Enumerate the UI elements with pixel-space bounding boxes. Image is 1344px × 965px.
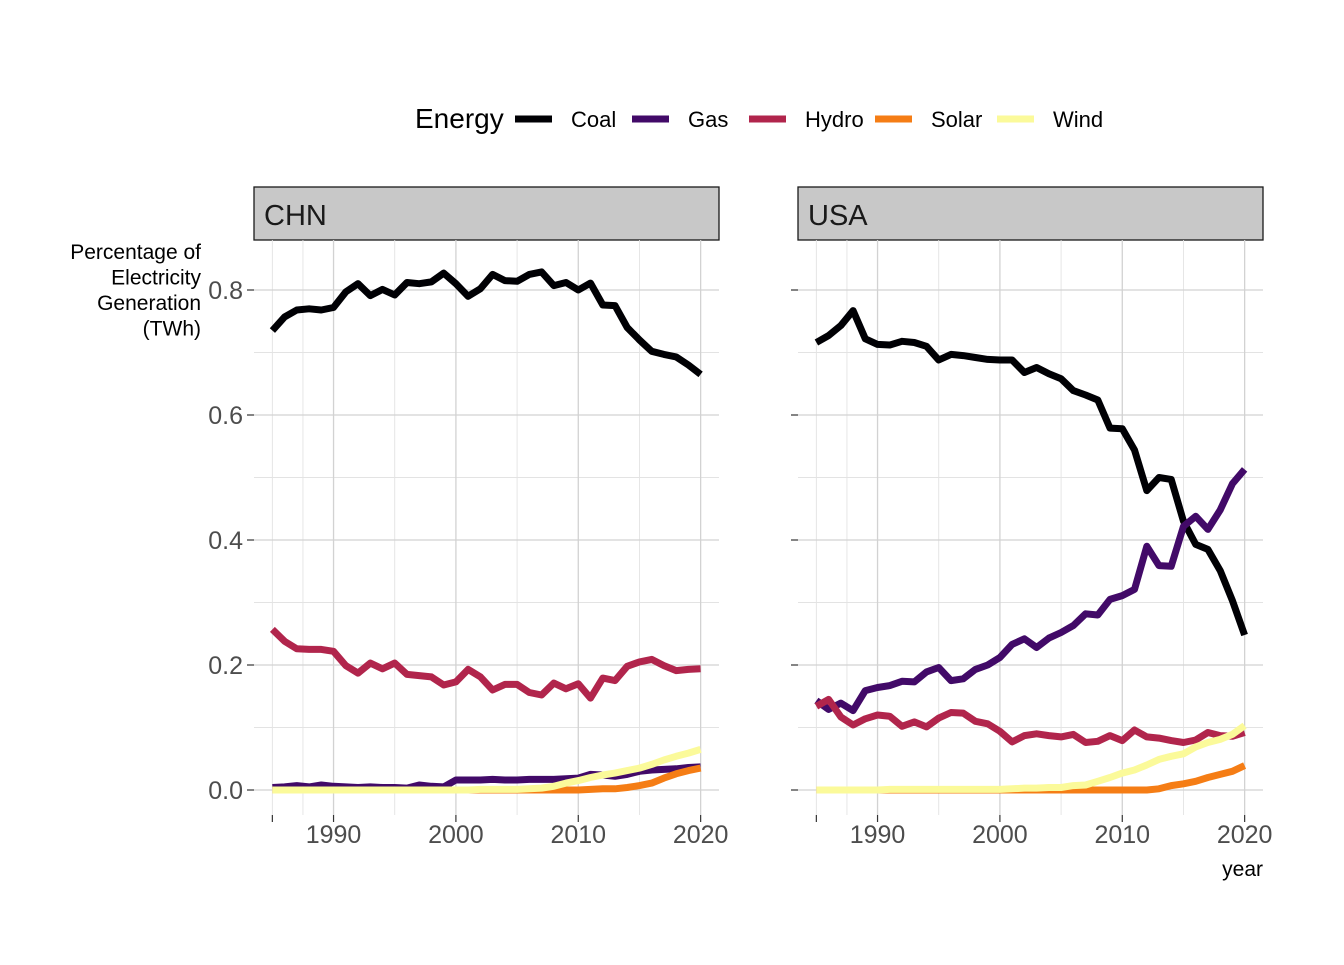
x-tick-label: 2000 [972,821,1028,849]
legend-label-hydro: Hydro [805,107,864,132]
x-tick-label: 2010 [550,821,606,849]
y-tick-label: 0.4 [208,527,243,555]
x-tick-label: 1990 [850,821,906,849]
x-tick-label: 2020 [1217,821,1273,849]
series-line-hydro [269,626,701,702]
gridlines [254,240,719,815]
legend-label-solar: Solar [931,107,982,132]
y-axis-title-line: Electricity [111,267,201,290]
legend: Energy Coal Gas Hydro Solar Wind [415,103,1103,134]
y-axis-title-line: Percentage of [70,241,201,264]
x-tick-label: 2020 [673,821,729,849]
x-tick-label: 2010 [1094,821,1150,849]
y-tick-label: 0.6 [208,402,243,430]
series-line-coal [269,268,703,378]
panel-chn: CHN 0.0 0.2 0.4 0.6 0.8 1990 2000 2010 2020 [208,186,729,849]
legend-label-gas: Gas [688,107,728,132]
x-tick-label: 2000 [428,821,484,849]
y-tick-label: 0.0 [208,777,243,805]
facet-panels: CHN 0.0 0.2 0.4 0.6 0.8 1990 2000 2010 2020 USA 199… [208,186,1273,849]
series-lines [269,268,703,794]
facet-strip [253,186,720,241]
y-axis-title-line: (TWh) [143,318,201,341]
x-tick-label: 1990 [306,821,362,849]
facet-strip-label: CHN [264,200,327,232]
legend-title: Energy [415,103,504,134]
facet-strip-label: USA [808,200,868,232]
y-tick-label: 0.2 [208,652,243,680]
series-line-wind [272,746,702,794]
series-lines [814,307,1248,794]
y-axis-title-line: Generation [97,292,201,315]
series-line-wind [816,722,1247,794]
panel-usa: USA 1990 2000 2010 2020 [791,186,1273,849]
series-line-hydro [814,695,1246,746]
gridlines [798,240,1263,815]
legend-label-wind: Wind [1053,107,1103,132]
x-axis-title: year [1222,858,1263,881]
y-tick-label: 0.8 [208,277,243,305]
legend-label-coal: Coal [571,107,616,132]
series-line-coal [814,307,1248,637]
facet-strip [797,186,1264,241]
series-line-gas [814,467,1248,715]
